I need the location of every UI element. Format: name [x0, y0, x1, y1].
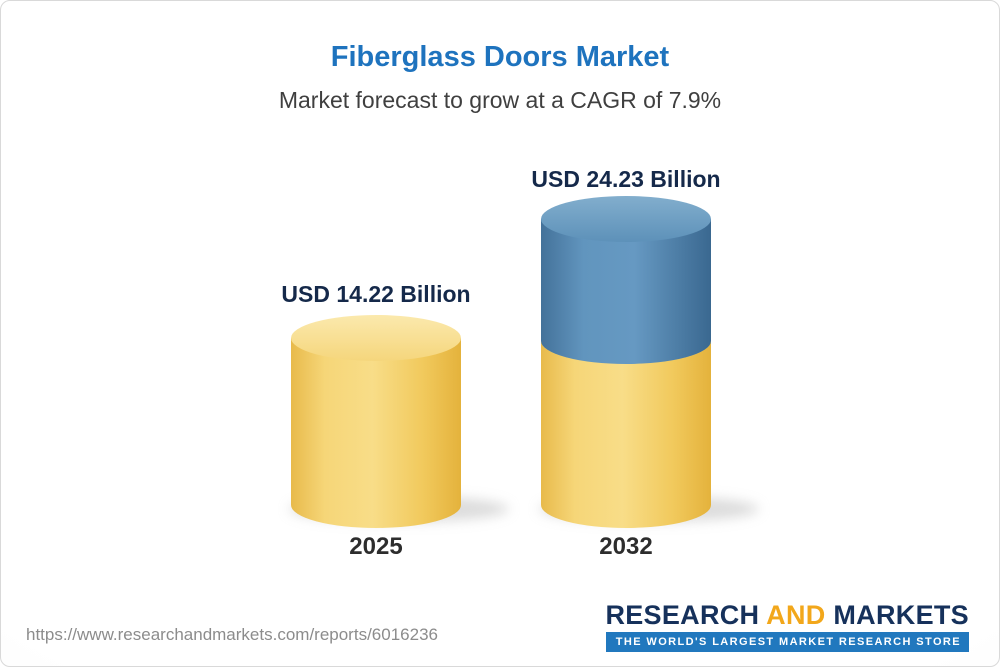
- axis-label-2032: 2032: [599, 533, 653, 560]
- logo-word-research: RESEARCH: [605, 600, 760, 630]
- logo-tagline: THE WORLD'S LARGEST MARKET RESEARCH STOR…: [605, 632, 969, 652]
- axis-label-2025: 2025: [349, 533, 403, 560]
- source-url: https://www.researchandmarkets.com/repor…: [26, 625, 438, 644]
- page-subtitle: Market forecast to grow at a CAGR of 7.9…: [278, 87, 722, 113]
- research-and-markets-logo: RESEARCH AND MARKETS THE WORLD'S LARGEST…: [605, 602, 969, 652]
- bar-2032: [541, 196, 711, 528]
- value-label-2025: USD 14.22 Billion: [281, 281, 471, 307]
- logo-wordmark: RESEARCH AND MARKETS: [605, 602, 969, 629]
- logo-word-and: AND: [766, 600, 826, 630]
- page-title: Fiberglass Doors Market: [330, 41, 670, 73]
- logo-word-markets: MARKETS: [833, 600, 969, 630]
- value-label-2032: USD 24.23 Billion: [531, 166, 721, 192]
- bar-2025: [291, 315, 461, 528]
